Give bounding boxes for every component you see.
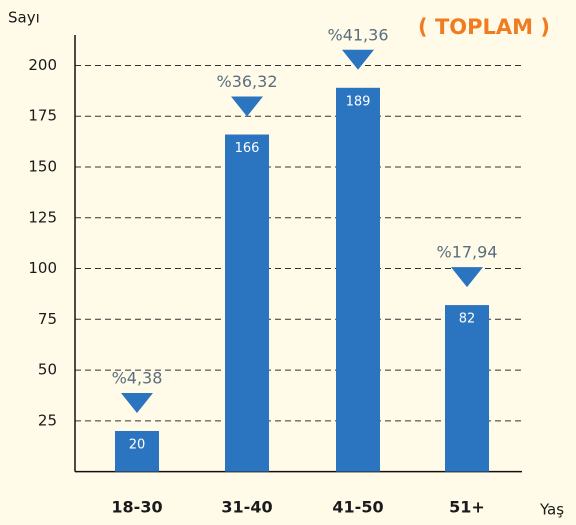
y-tick-label: 75: [38, 310, 57, 328]
value-label: 166: [235, 141, 260, 156]
bar: [115, 430, 159, 472]
annotation: %4,38: [112, 368, 163, 387]
chart-title: ( TOPLAM ): [418, 15, 550, 39]
annotation-marker: [342, 49, 374, 70]
y-axis-label: Sayı: [8, 9, 40, 27]
annotation: %36,32: [216, 72, 277, 91]
y-tick-label: 125: [28, 208, 57, 226]
x-axis-label: Yaş: [539, 501, 564, 519]
annotation-marker: [451, 267, 483, 288]
y-tick-label: 175: [28, 107, 57, 125]
y-tick-label: 150: [28, 157, 57, 175]
bar: [225, 134, 269, 472]
annotation: %17,94: [436, 243, 497, 262]
x-tick-label: 18-30: [111, 498, 162, 517]
x-tick-label: 51+: [449, 498, 485, 517]
x-tick-label: 41-50: [332, 498, 383, 517]
value-label: 189: [346, 94, 371, 109]
value-label: 82: [459, 312, 476, 327]
y-tick-label: 25: [38, 411, 57, 429]
annotation-marker: [121, 392, 153, 413]
bar: [336, 87, 380, 472]
y-tick-label: 100: [28, 259, 57, 277]
annotation: %41,36: [327, 25, 388, 44]
y-tick-label: 200: [28, 56, 57, 74]
bar: [445, 305, 489, 472]
annotation-marker: [231, 96, 263, 117]
y-tick-label: 50: [38, 361, 57, 379]
x-tick-label: 31-40: [221, 498, 272, 517]
value-label: 20: [129, 437, 146, 452]
